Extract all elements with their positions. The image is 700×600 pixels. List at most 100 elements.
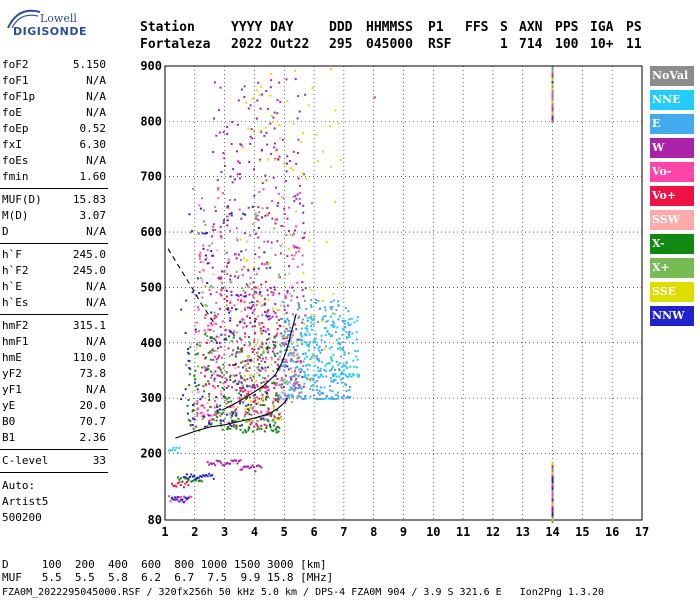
echo-point (338, 362, 341, 365)
echo-point (198, 390, 201, 393)
param-value: 20.0 (79, 399, 107, 412)
echo-point (306, 325, 309, 328)
echo-point (309, 377, 312, 380)
echo-point (285, 234, 288, 237)
echo-point (232, 374, 235, 377)
echo-point (240, 424, 243, 427)
echo-point (250, 373, 253, 376)
echo-point (221, 320, 224, 323)
echo-point (334, 200, 336, 203)
echo-point (223, 165, 226, 167)
echo-point (248, 341, 250, 344)
echo-point (226, 397, 229, 400)
echo-point (321, 349, 323, 351)
echo-point (291, 335, 294, 338)
echo-point (205, 231, 208, 234)
echo-point (197, 308, 200, 311)
param-value: N/A (86, 383, 106, 396)
echo-point (226, 219, 229, 222)
echo-point (270, 413, 273, 416)
echo-point (232, 411, 235, 414)
echo-point (225, 338, 228, 341)
echo-point (215, 301, 218, 304)
echo-point (336, 342, 339, 345)
echo-point (210, 340, 213, 342)
echo-point (245, 325, 248, 328)
echo-point (295, 377, 298, 380)
echo-point (206, 282, 209, 284)
echo-point (302, 365, 305, 367)
echo-point (216, 249, 219, 252)
echo-point (223, 353, 226, 356)
echo-point (236, 173, 239, 176)
echo-point (311, 202, 313, 205)
echo-point (226, 224, 229, 227)
footer-muf-row: MUF 5.5 5.5 5.8 6.2 6.7 7.5 9.9 15.8 [MH… (2, 571, 333, 584)
echo-point (267, 337, 270, 340)
echo-point (320, 339, 323, 342)
echo-point (229, 376, 231, 379)
echo-point (283, 378, 286, 381)
echo-point (271, 200, 274, 202)
echo-point (345, 361, 348, 364)
marker-column-point (551, 462, 554, 466)
echo-point (256, 99, 259, 102)
echo-point (334, 379, 337, 382)
echo-point (252, 375, 255, 378)
echo-point (296, 353, 299, 356)
marker-column-point (551, 497, 554, 501)
echo-point (258, 211, 261, 214)
echo-point (321, 299, 324, 302)
echo-point (307, 374, 310, 377)
echo-point (292, 150, 295, 153)
echo-point (244, 291, 247, 294)
echo-point (234, 410, 236, 413)
echo-point (257, 81, 260, 84)
echo-point (245, 405, 248, 407)
echo-point (257, 366, 260, 368)
echo-point (278, 367, 281, 370)
echo-point (224, 329, 227, 331)
echo-point (345, 336, 348, 338)
echo-point (264, 179, 267, 182)
echo-point (344, 319, 347, 322)
echo-point (311, 318, 314, 321)
echo-point (288, 395, 290, 398)
echo-point (220, 236, 223, 239)
echo-point-low (178, 446, 181, 449)
echo-point (234, 380, 237, 382)
echo-point (293, 384, 296, 387)
echo-point (284, 273, 287, 276)
echo-point (333, 325, 336, 328)
footer-d-value: 3000 (260, 558, 294, 571)
echo-point (232, 381, 235, 384)
echo-point (312, 379, 315, 382)
echo-point (299, 367, 302, 370)
echo-point (260, 366, 263, 369)
echo-point (204, 356, 207, 359)
echo-point (297, 375, 300, 378)
echo-point (335, 397, 338, 400)
echo-point (214, 413, 217, 416)
echo-point (292, 351, 295, 354)
echo-point (317, 358, 320, 361)
echo-point (303, 382, 306, 385)
echo-point (306, 378, 309, 381)
param-label: fxI (2, 138, 22, 151)
echo-point (337, 395, 340, 398)
echo-point (286, 217, 289, 220)
echo-point (302, 318, 304, 321)
echo-point-low (187, 477, 190, 480)
echo-point (222, 411, 225, 414)
echo-point (307, 345, 310, 348)
echo-point (293, 200, 296, 203)
echo-point (301, 343, 304, 346)
echo-point (258, 288, 261, 290)
footer-muf-value: 7.5 (194, 571, 228, 584)
echo-point (204, 333, 207, 336)
echo-point (267, 328, 270, 331)
echo-point (303, 299, 306, 302)
echo-point (278, 155, 281, 158)
echo-point (260, 418, 263, 421)
echo-point-low (168, 495, 170, 498)
